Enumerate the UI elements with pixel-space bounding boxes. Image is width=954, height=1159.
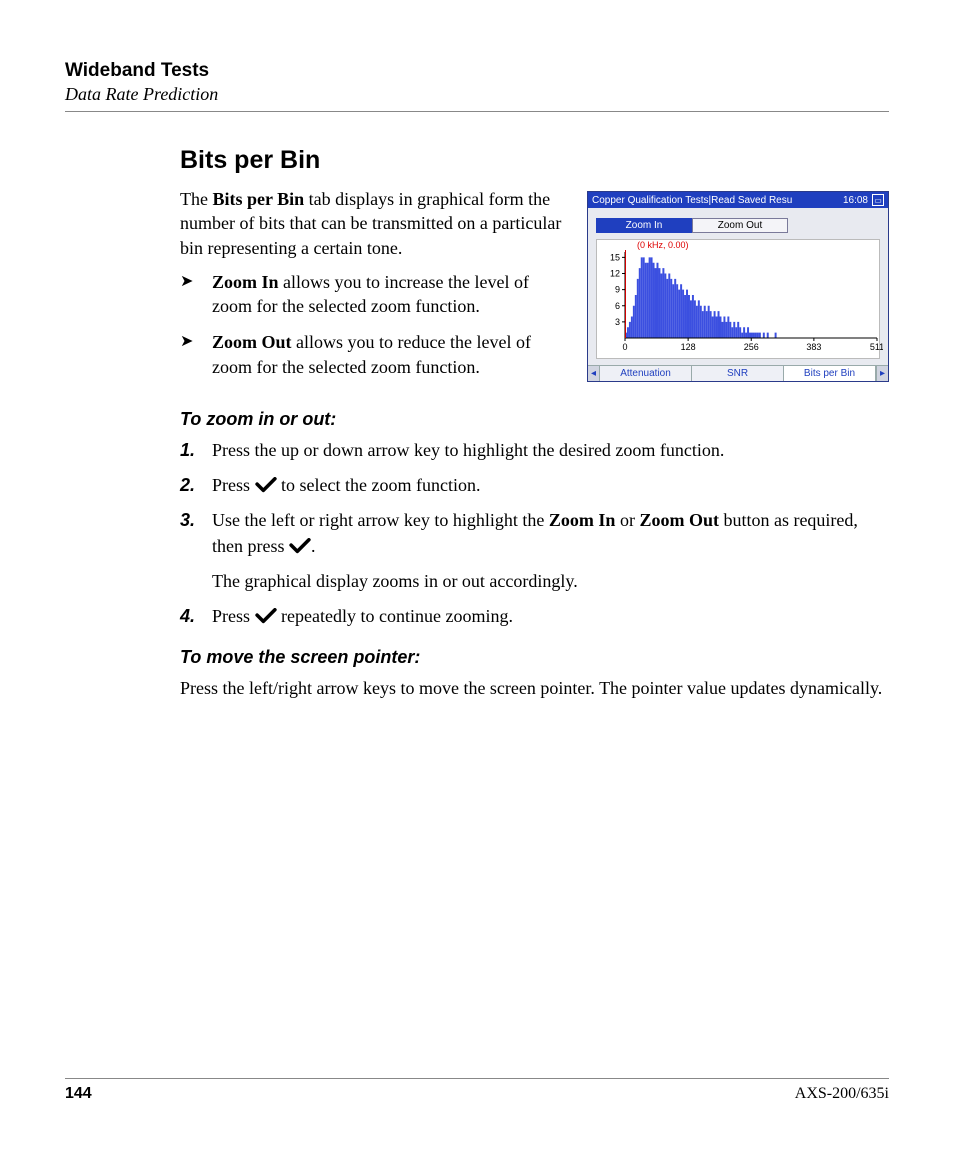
svg-text:383: 383 <box>806 342 821 352</box>
step-text: Press <box>212 606 255 626</box>
svg-text:15: 15 <box>610 252 620 262</box>
header-rule <box>65 111 889 112</box>
step-text: or <box>615 510 639 530</box>
step-bold: Zoom In <box>549 510 616 530</box>
step-text: repeatedly to continue zooming. <box>277 606 513 626</box>
page-footer: 144 AXS-200/635i <box>65 1078 889 1103</box>
step-text: Use the left or right arrow key to highl… <box>212 510 549 530</box>
header-chapter: Wideband Tests <box>65 60 889 82</box>
header-section: Data Rate Prediction <box>65 84 889 105</box>
tab-attenuation[interactable]: Attenuation <box>600 366 692 381</box>
step-text: Press the up or down arrow key to highli… <box>212 440 724 460</box>
check-icon <box>255 606 277 626</box>
step-bold: Zoom Out <box>639 510 719 530</box>
svg-text:12: 12 <box>610 269 620 279</box>
procedure-1-heading: To zoom in or out: <box>180 409 889 430</box>
procedure-2-body: Press the left/right arrow keys to move … <box>180 676 889 700</box>
step-item: Press repeatedly to continue zooming. <box>180 604 889 629</box>
step-item: Press the up or down arrow key to highli… <box>180 438 889 463</box>
screenshot-time: 16:08 <box>843 195 868 206</box>
check-icon <box>289 536 311 556</box>
footer-rule <box>65 1078 889 1079</box>
svg-text:9: 9 <box>615 285 620 295</box>
chart-svg: 3 6 9 12 15 0 128 256 383 511 <box>601 242 883 354</box>
tab-scroll-right-icon[interactable]: ▸ <box>876 366 888 381</box>
screenshot-tabs: ◂ Attenuation SNR Bits per Bin ▸ <box>588 365 888 381</box>
bullet-bold: Zoom In <box>212 272 279 292</box>
page-title: Bits per Bin <box>180 146 889 175</box>
device-screenshot: Copper Qualification Tests|Read Saved Re… <box>587 191 889 382</box>
svg-text:256: 256 <box>744 342 759 352</box>
svg-text:3: 3 <box>615 317 620 327</box>
svg-text:6: 6 <box>615 301 620 311</box>
screenshot-title-text: Copper Qualification Tests|Read Saved Re… <box>592 195 837 206</box>
tab-scroll-left-icon[interactable]: ◂ <box>588 366 600 381</box>
intro-paragraph: The Bits per Bin tab displays in graphic… <box>180 187 569 260</box>
step-follow-text: The graphical display zooms in or out ac… <box>212 569 889 594</box>
procedure-1-steps: Press the up or down arrow key to highli… <box>180 438 889 629</box>
zoom-in-button[interactable]: Zoom In <box>596 218 692 233</box>
bullet-bold: Zoom Out <box>212 332 292 352</box>
bullet-item: Zoom Out allows you to reduce the level … <box>180 330 569 379</box>
battery-icon: ▭ <box>872 194 884 206</box>
page-number: 144 <box>65 1085 92 1103</box>
step-item: Use the left or right arrow key to highl… <box>180 508 889 594</box>
step-item: Press to select the zoom function. <box>180 473 889 498</box>
tab-snr[interactable]: SNR <box>692 366 784 381</box>
step-text: Press <box>212 475 255 495</box>
intro-bold: Bits per Bin <box>212 189 304 209</box>
svg-text:511: 511 <box>870 342 883 352</box>
step-text: to select the zoom function. <box>277 475 481 495</box>
screenshot-titlebar: Copper Qualification Tests|Read Saved Re… <box>588 192 888 208</box>
step-text: . <box>311 536 316 556</box>
cursor-value-label: (0 kHz, 0.00) <box>637 240 689 250</box>
bullet-item: Zoom In allows you to increase the level… <box>180 270 569 319</box>
zoom-out-button[interactable]: Zoom Out <box>692 218 788 233</box>
intro-prefix: The <box>180 189 212 209</box>
model-number: AXS-200/635i <box>795 1085 889 1103</box>
check-icon <box>255 475 277 495</box>
bullet-list: Zoom In allows you to increase the level… <box>180 270 569 379</box>
svg-text:0: 0 <box>622 342 627 352</box>
procedure-2-heading: To move the screen pointer: <box>180 647 889 668</box>
svg-text:128: 128 <box>681 342 696 352</box>
bits-per-bin-chart: (0 kHz, 0.00) 3 6 9 12 15 0 128 256 383 511 <box>596 239 880 359</box>
tab-bits-per-bin[interactable]: Bits per Bin <box>784 366 876 381</box>
